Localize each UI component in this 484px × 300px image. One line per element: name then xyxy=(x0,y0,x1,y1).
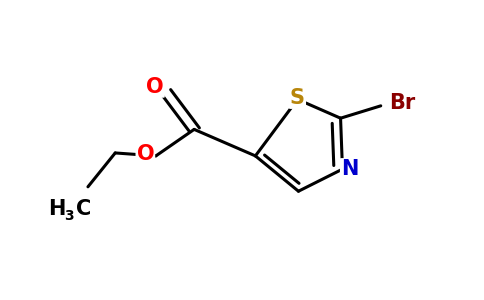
Text: N: N xyxy=(341,159,358,179)
Text: S: S xyxy=(290,88,305,108)
Text: Br: Br xyxy=(389,94,415,113)
Text: 3: 3 xyxy=(64,209,74,223)
Text: H: H xyxy=(48,199,66,219)
Text: O: O xyxy=(136,143,154,164)
Text: O: O xyxy=(146,77,164,97)
Text: C: C xyxy=(76,199,91,219)
